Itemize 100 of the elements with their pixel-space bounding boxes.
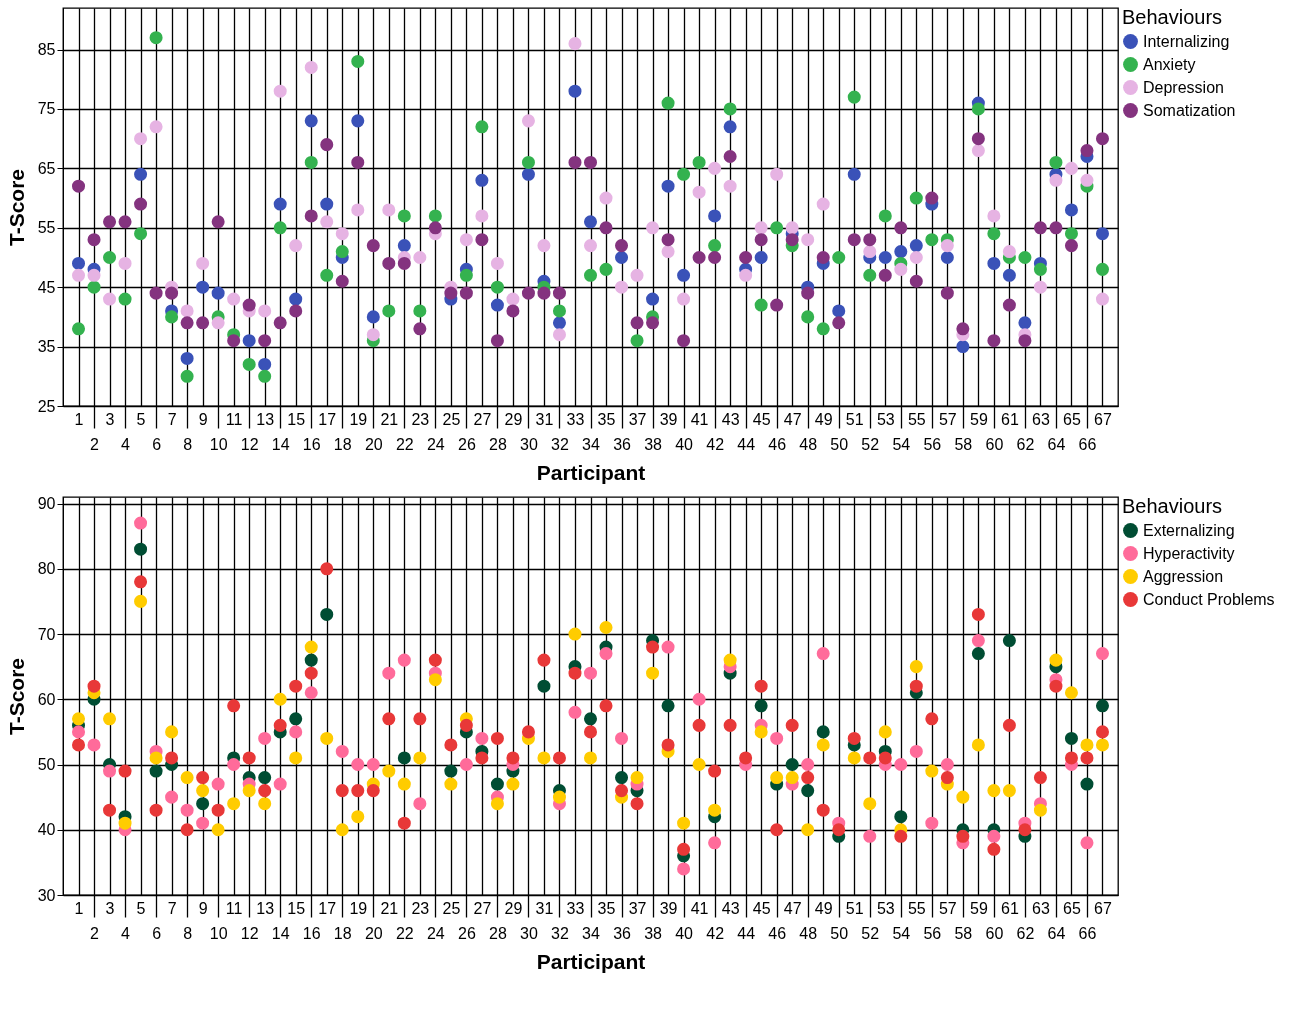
x-tick-label: 60	[985, 435, 1004, 453]
x-tick-label: 55	[907, 410, 926, 428]
x-tick-label: 11	[225, 410, 243, 428]
x-tick-label: 36	[613, 924, 632, 942]
point	[770, 221, 784, 235]
point	[72, 322, 86, 336]
point	[273, 197, 287, 211]
x-tick-label: 45	[752, 410, 771, 428]
x-tick-label: 36	[613, 435, 632, 453]
point	[708, 209, 722, 223]
x-tick-label: 17	[318, 410, 337, 428]
x-tick-label: 67	[1094, 899, 1112, 917]
y-tick-label: 35	[37, 338, 56, 356]
point	[351, 114, 365, 128]
point	[677, 268, 691, 282]
x-tick-label: 10	[209, 924, 228, 942]
legend-label: Somatization	[1143, 101, 1236, 119]
point	[583, 268, 598, 282]
x-tick-label: 53	[876, 410, 895, 428]
x-tick-label: 2	[90, 924, 100, 942]
point	[211, 286, 225, 300]
point	[599, 647, 613, 661]
point	[630, 334, 644, 348]
point	[273, 221, 287, 235]
x-tick-label: 3	[105, 410, 115, 428]
point	[568, 84, 582, 98]
point	[909, 191, 923, 205]
point	[180, 351, 194, 365]
point	[165, 790, 179, 804]
legend-label: Externalizing	[1143, 521, 1235, 539]
point	[397, 751, 411, 765]
point	[583, 215, 598, 229]
point	[475, 173, 489, 187]
y-tick-label: 85	[37, 41, 56, 59]
x-tick-label: 32	[551, 435, 569, 453]
x-axis-title: Participant	[536, 460, 646, 484]
point	[971, 647, 985, 661]
point	[413, 304, 427, 318]
legend-label: Depression	[1143, 78, 1224, 96]
x-tick-label: 44	[737, 924, 756, 942]
point	[366, 310, 380, 324]
point	[1064, 203, 1078, 217]
x-tick-label: 49	[814, 410, 833, 428]
point	[940, 758, 954, 772]
point	[475, 731, 489, 745]
x-tick-label: 51	[845, 899, 864, 917]
x-tick-label: 24	[426, 924, 445, 942]
point	[1064, 227, 1078, 241]
x-tick-label: 34	[582, 435, 600, 453]
legend-label: Anxiety	[1143, 55, 1196, 73]
point	[801, 784, 815, 798]
x-tick-label: 48	[799, 435, 818, 453]
x-tick-label: 63	[1032, 899, 1050, 917]
point	[428, 209, 442, 223]
point	[304, 686, 318, 700]
y-tick-label: 90	[37, 495, 56, 513]
point	[351, 758, 365, 772]
x-tick-label: 66	[1078, 435, 1097, 453]
point	[242, 334, 256, 348]
x-tick-label: 52	[861, 924, 880, 942]
x-tick-label: 1	[74, 899, 84, 917]
point	[196, 797, 210, 811]
point	[677, 862, 691, 876]
x-tick-label: 33	[566, 410, 585, 428]
legend-title: Behaviours	[1122, 495, 1223, 517]
point	[909, 239, 923, 253]
x-tick-label: 14	[271, 924, 290, 942]
point	[165, 310, 179, 324]
point	[552, 316, 566, 330]
x-tick-label: 7	[167, 410, 177, 428]
x-tick-label: 22	[395, 435, 414, 453]
point	[1018, 316, 1032, 330]
point	[335, 744, 349, 758]
point	[475, 120, 489, 134]
x-tick-label: 54	[892, 435, 911, 453]
point	[521, 155, 535, 169]
point	[987, 829, 1001, 843]
point	[382, 304, 396, 318]
legend-label: Internalizing	[1143, 32, 1230, 50]
x-tick-label: 3	[105, 899, 115, 917]
point	[863, 268, 877, 282]
x-tick-label: 44	[737, 435, 756, 453]
x-tick-label: 60	[985, 924, 1004, 942]
x-tick-label: 40	[675, 924, 694, 942]
x-tick-label: 29	[504, 899, 523, 917]
point	[568, 705, 582, 719]
point	[289, 292, 303, 306]
point	[211, 777, 225, 791]
x-tick-label: 27	[473, 899, 492, 917]
point	[87, 738, 101, 752]
point	[801, 758, 815, 772]
point	[615, 771, 629, 785]
point	[180, 369, 194, 383]
x-tick-label: 58	[954, 435, 973, 453]
x-tick-label: 53	[876, 899, 895, 917]
point	[1018, 250, 1032, 264]
point	[490, 298, 504, 312]
x-tick-label: 10	[209, 435, 228, 453]
x-tick-label: 2	[90, 435, 100, 453]
point	[134, 167, 148, 181]
